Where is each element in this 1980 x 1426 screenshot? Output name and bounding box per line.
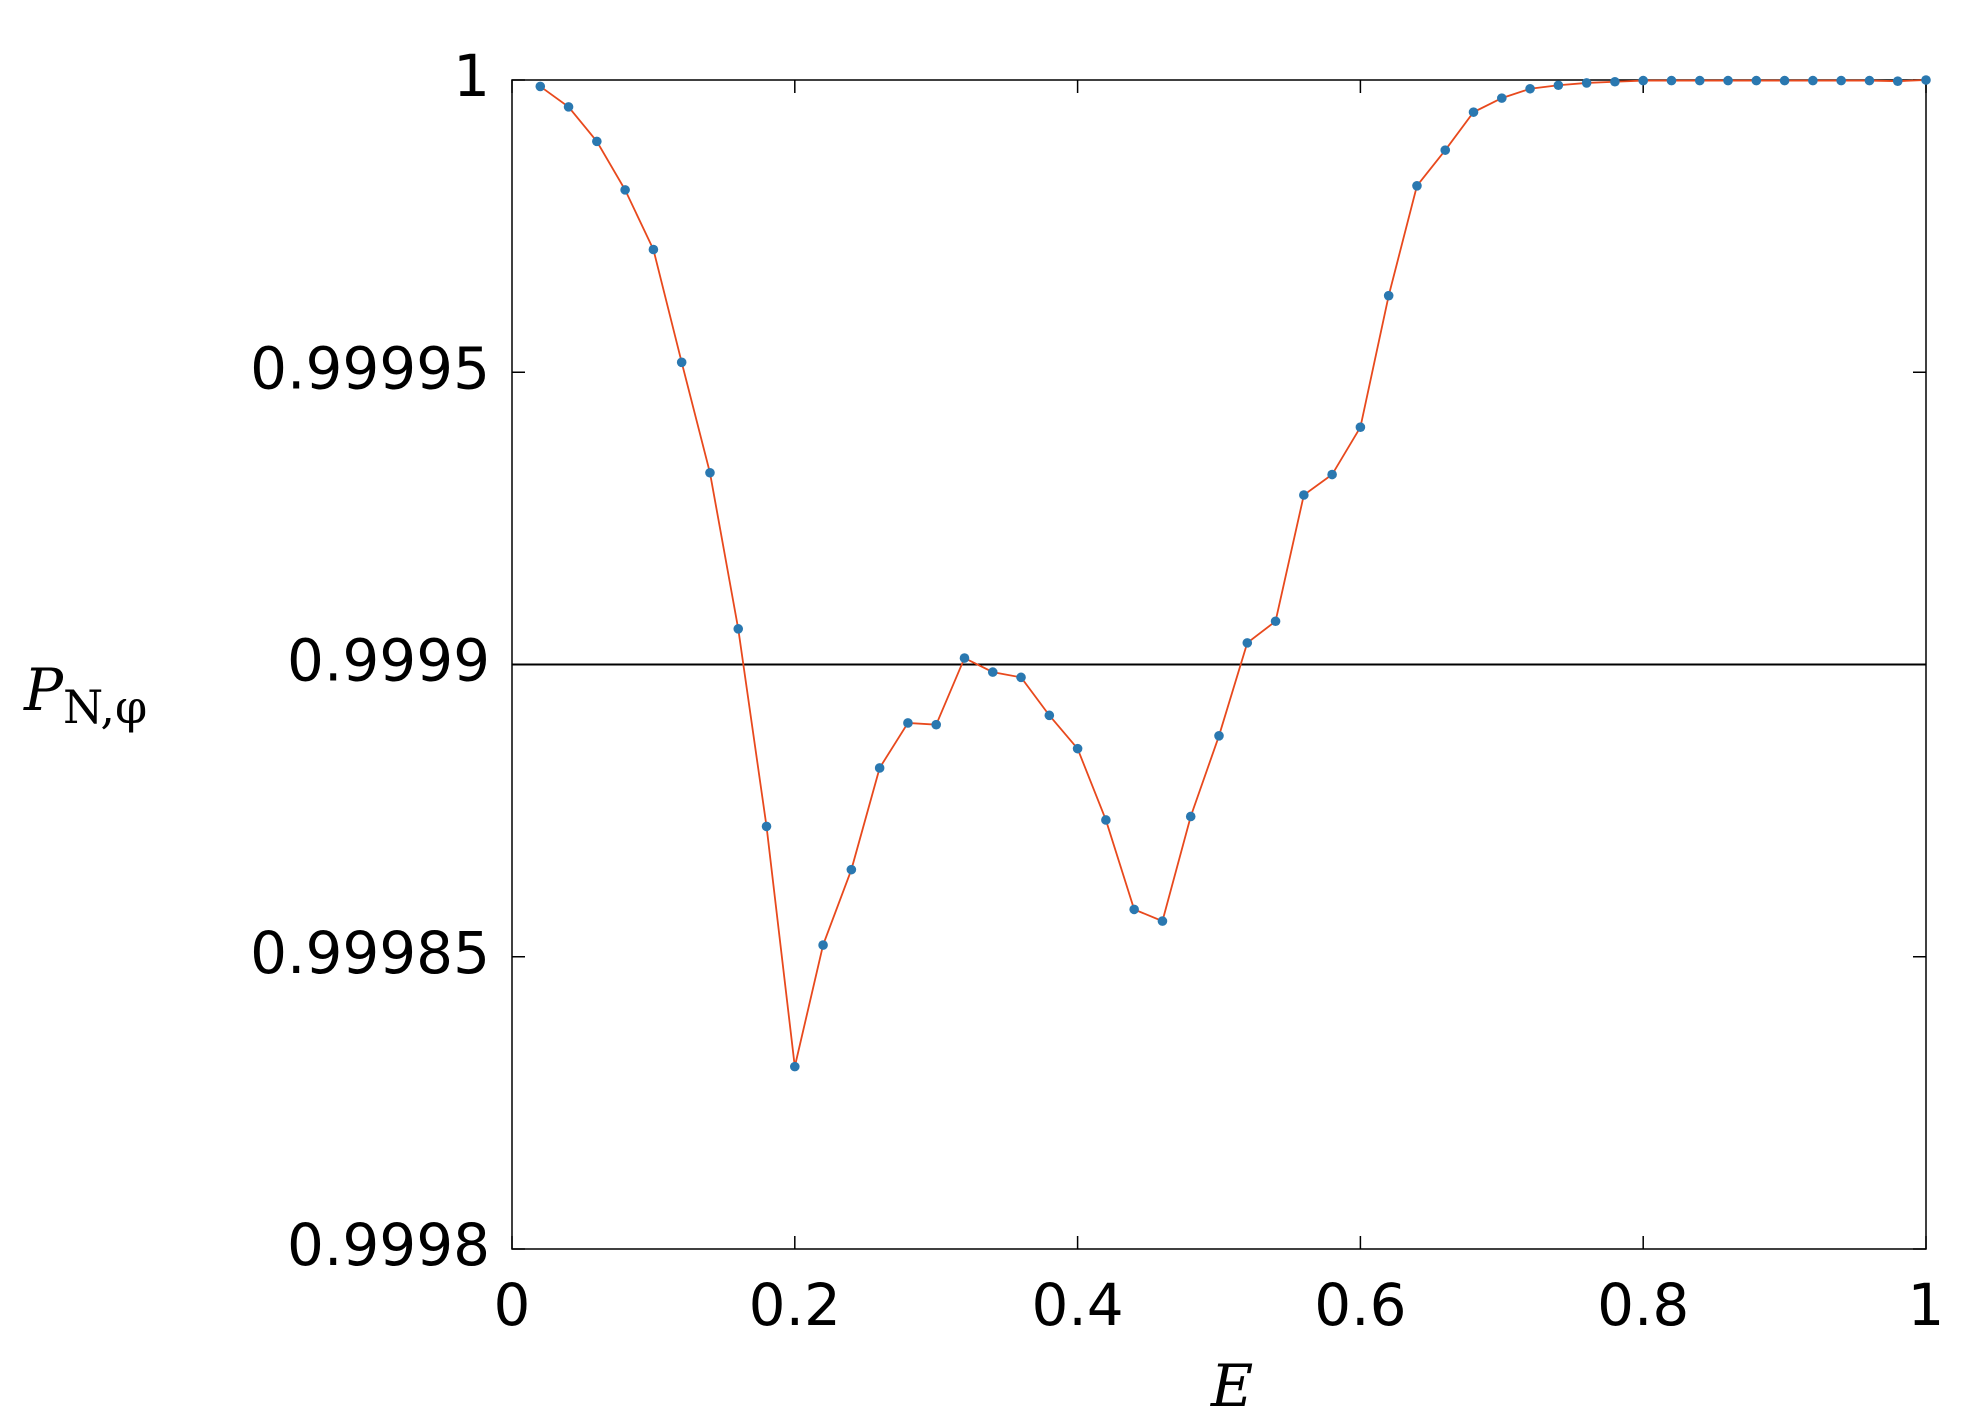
data-point (1327, 469, 1337, 480)
y-tick-label: 0.99995 (250, 334, 490, 402)
data-point (1383, 290, 1394, 301)
data-point (620, 185, 630, 195)
data-point (592, 136, 602, 147)
data-point (676, 357, 687, 368)
data-point (903, 718, 913, 728)
data-point (1157, 916, 1168, 926)
data-point (1468, 107, 1479, 117)
x-axis-label: E (1210, 1352, 1253, 1420)
data-point (1185, 811, 1196, 822)
data-point (1864, 75, 1875, 86)
data-point (1779, 75, 1790, 86)
data-point (1751, 75, 1762, 86)
data-point (1525, 83, 1535, 94)
data-point (1581, 78, 1592, 88)
data-point (1412, 180, 1422, 191)
data-point (1638, 75, 1648, 86)
data-point (733, 624, 744, 634)
data-point (931, 719, 941, 730)
data-point (874, 763, 885, 773)
data-point (1723, 75, 1733, 86)
data-point (790, 1061, 800, 1072)
data-point (1270, 616, 1281, 627)
y-axis-label-main: P (23, 656, 64, 724)
data-point (563, 102, 574, 112)
x-tick-label: 0.2 (749, 1271, 841, 1339)
data-point (1666, 75, 1677, 86)
data-point (1497, 93, 1507, 103)
data-point (1610, 76, 1620, 87)
data-point (1440, 145, 1451, 155)
data-point (705, 467, 715, 478)
data-point (1892, 76, 1903, 86)
data-point (1101, 815, 1111, 825)
y-tick-label: 1 (453, 42, 490, 110)
y-tick-label: 0.99985 (250, 919, 490, 987)
data-point (535, 81, 546, 92)
data-point (1808, 75, 1818, 86)
data-point (1072, 743, 1083, 754)
y-tick-label: 0.9998 (287, 1211, 490, 1279)
x-tick-label: 0 (494, 1271, 531, 1339)
data-point (1355, 422, 1366, 432)
data-point (1016, 672, 1026, 683)
y-axis-label-sub: N,φ (63, 680, 147, 734)
data-point (761, 821, 772, 832)
data-point (959, 653, 970, 663)
y-axis-label: PN,φ (23, 656, 147, 734)
x-tick-label: 0.6 (1314, 1271, 1406, 1339)
x-tick-label: 0.4 (1031, 1271, 1123, 1339)
data-point (1044, 710, 1055, 721)
data-point (846, 864, 857, 875)
data-point (1242, 638, 1253, 648)
data-point (1694, 75, 1705, 86)
data-point (818, 940, 828, 950)
data-point (1299, 490, 1309, 500)
data-point (1836, 75, 1846, 86)
data-line (539, 79, 1927, 1067)
data-point (1553, 80, 1564, 91)
data-point (648, 244, 659, 255)
x-tick-label: 1 (1908, 1271, 1945, 1339)
data-point (1214, 731, 1224, 741)
data-point (987, 667, 998, 677)
x-tick-label: 0.8 (1597, 1271, 1689, 1339)
data-point (1921, 75, 1931, 85)
data-point (1129, 904, 1139, 915)
y-tick-label: 0.9999 (287, 627, 490, 695)
